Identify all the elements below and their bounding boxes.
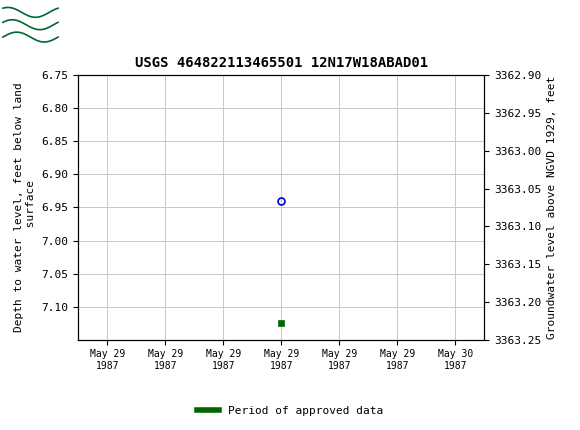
Y-axis label: Depth to water level, feet below land
 surface: Depth to water level, feet below land su…: [14, 83, 36, 332]
Title: USGS 464822113465501 12N17W18ABAD01: USGS 464822113465501 12N17W18ABAD01: [135, 56, 428, 70]
Y-axis label: Groundwater level above NGVD 1929, feet: Groundwater level above NGVD 1929, feet: [547, 76, 557, 339]
Legend: Period of approved data: Period of approved data: [193, 401, 387, 420]
Text: USGS: USGS: [145, 15, 213, 35]
